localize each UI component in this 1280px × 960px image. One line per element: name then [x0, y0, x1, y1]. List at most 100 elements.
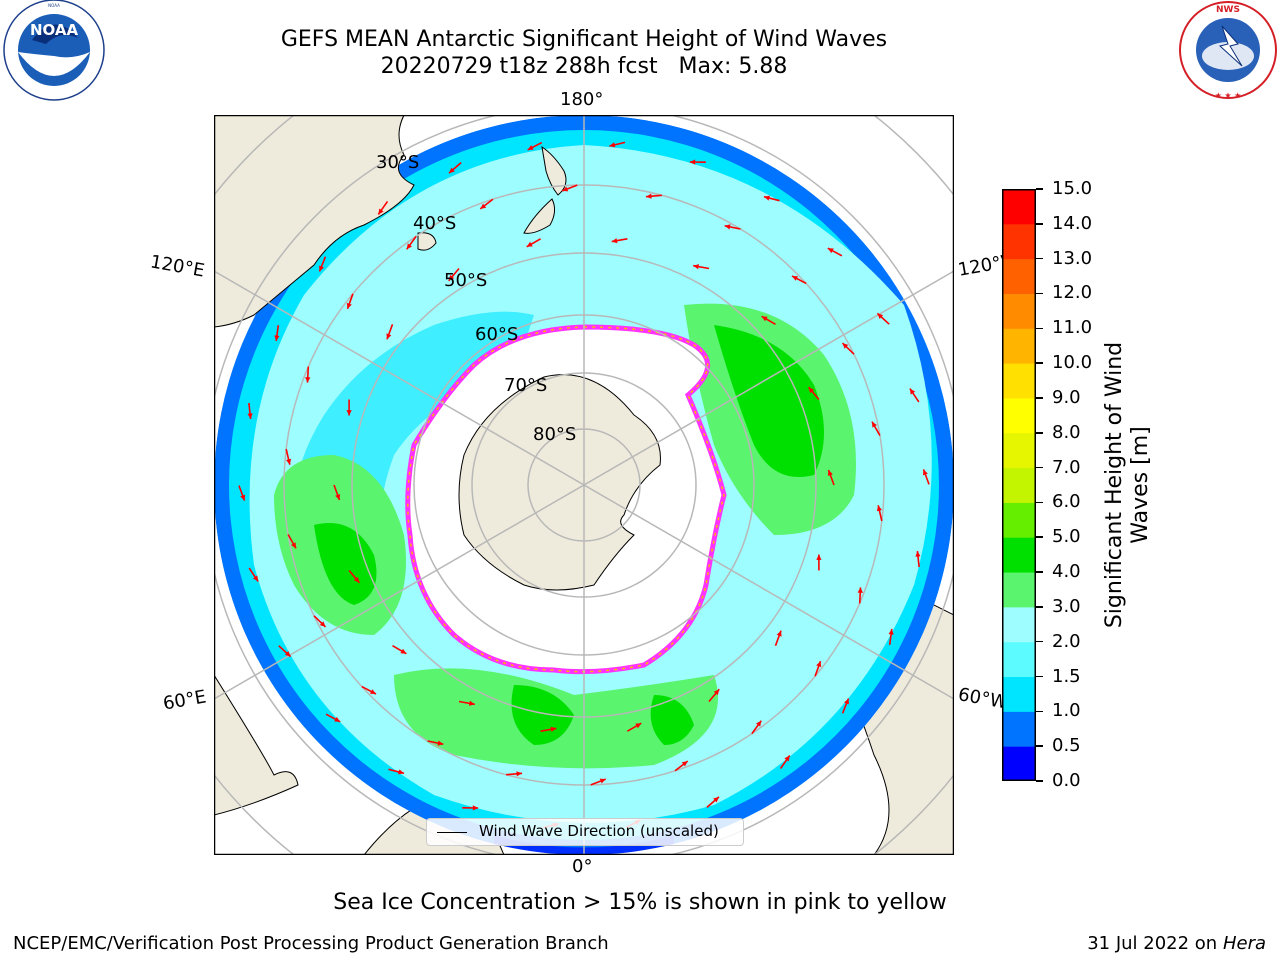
- colorbar-tick-mark: [1036, 397, 1043, 399]
- colorbar-tick-mark: [1036, 780, 1043, 782]
- wind-wave-arrow-head: [319, 621, 326, 627]
- colorbar: [1002, 189, 1036, 781]
- colorbar-segment: [1002, 572, 1036, 608]
- colorbar-label-line-2: Waves [m]: [1128, 426, 1153, 544]
- lon-label-120w: 120°W: [956, 252, 1006, 281]
- colorbar-segment: [1002, 537, 1036, 573]
- wind-wave-arrow-head: [335, 494, 341, 500]
- wind-wave-arrow-head: [681, 761, 688, 767]
- lat-label-80s: 80°S: [533, 424, 577, 445]
- colorbar-label: Significant Height of Wind Waves [m]: [1102, 245, 1154, 725]
- colorbar-segment: [1002, 467, 1036, 503]
- wind-wave-arrow-head: [635, 723, 642, 729]
- wind-wave-arrow-head: [527, 145, 534, 150]
- colorbar-tick-label: 1.5: [1052, 665, 1081, 687]
- colorbar-segment: [1002, 328, 1036, 364]
- wind-wave-arrow-head: [888, 629, 894, 635]
- colorbar-tick-label: 7.0: [1052, 456, 1081, 478]
- wind-wave-arrow-head: [842, 343, 849, 349]
- wind-wave-arrow-head: [724, 224, 731, 230]
- wind-wave-arrow-head: [526, 241, 533, 247]
- wind-wave-arrow-head: [922, 469, 928, 476]
- colorbar-segment: [1002, 258, 1036, 294]
- wind-wave-arrow-head: [646, 193, 652, 199]
- colorbar-segment: [1002, 746, 1036, 781]
- colorbar-segment: [1002, 432, 1036, 469]
- colorbar-tick-mark: [1036, 536, 1043, 538]
- wind-wave-arrow-head: [713, 796, 719, 803]
- colorbar-label-line-1: Significant Height of Wind: [1102, 341, 1127, 629]
- colorbar-tick-label: 12.0: [1052, 282, 1093, 304]
- colorbar-tick-label: 4.0: [1052, 561, 1081, 583]
- lon-label-0: 0°: [572, 856, 593, 877]
- lat-label-60s: 60°S: [475, 324, 519, 345]
- wind-wave-arrow-head: [274, 335, 280, 341]
- wind-wave-arrow-head: [877, 313, 884, 319]
- footer-date: 31 Jul 2022 on Hera: [1087, 933, 1266, 954]
- title-line-1: GEFS MEAN Antarctic Significant Height o…: [280, 27, 888, 52]
- wind-wave-arrow-head: [516, 771, 522, 777]
- islands: [214, 115, 567, 328]
- colorbar-tick-label: 2.0: [1052, 630, 1081, 652]
- colorbar-tick-label: 9.0: [1052, 386, 1081, 408]
- wind-wave-arrow-head: [353, 576, 360, 583]
- colorbar-tick-mark: [1036, 675, 1043, 678]
- colorbar-tick-mark: [1036, 745, 1043, 747]
- graticule: [214, 115, 954, 855]
- wind-wave-arrow-head: [437, 740, 444, 746]
- wind-wave-arrow-head: [609, 142, 616, 148]
- wind-wave-arrow-head: [284, 651, 291, 657]
- colorbar-segment: [1002, 189, 1036, 225]
- noaa-logo-text: NOAA: [30, 21, 79, 39]
- colorbar-segment: [1002, 711, 1036, 747]
- lat-label-70s: 70°S: [504, 375, 548, 396]
- wind-wave-arrow-head: [756, 720, 762, 727]
- lon-label-120e: 120°E: [148, 251, 207, 282]
- colorbar-tick-mark: [1036, 292, 1043, 295]
- colorbar-tick-label: 1.0: [1052, 700, 1081, 722]
- wind-wave-arrow-head: [693, 264, 699, 270]
- colorbar-tick-label: 13.0: [1052, 247, 1093, 269]
- lat-label-50s: 50°S: [444, 270, 488, 291]
- lon-label-180: 180°: [560, 89, 604, 110]
- wind-wave-arrow-head: [406, 243, 412, 250]
- colorbar-tick-label: 6.0: [1052, 491, 1081, 513]
- wind-wave-arrow-head: [713, 689, 720, 696]
- colorbar-tick-mark: [1036, 640, 1043, 643]
- wind-wave-arrow-head: [334, 716, 341, 722]
- colorbar-tick-mark: [1036, 710, 1043, 713]
- svg-text:★ ★ ★: ★ ★ ★: [1215, 91, 1242, 100]
- colorbar-tick-label: 15.0: [1052, 178, 1093, 199]
- wind-wave-arrow-head: [857, 587, 863, 593]
- colorbar-tick-mark: [1036, 571, 1043, 573]
- wind-wave-arrow-head: [370, 689, 376, 694]
- wind-wave-arrow-head: [449, 167, 455, 174]
- colorbar-tick-label: 0.5: [1052, 735, 1081, 757]
- noaa-logo: NOAA NOAA: [2, 0, 106, 104]
- wind-wave-arrow-head: [915, 551, 921, 557]
- polar-map: [214, 115, 954, 855]
- colorbar-tick-mark: [1036, 501, 1043, 504]
- colorbar-tick-label: 14.0: [1052, 212, 1093, 234]
- wind-wave-arrow-head: [764, 195, 770, 201]
- wind-wave-arrow-head: [611, 238, 618, 244]
- wind-wave-arrows: [238, 141, 930, 829]
- footer-branch: NCEP/EMC/Verification Post Processing Pr…: [13, 933, 609, 954]
- svg-text:NOAA: NOAA: [48, 3, 60, 8]
- colorbar-segment: [1002, 606, 1036, 643]
- wind-wave-arrow-head: [808, 387, 815, 394]
- wind-wave-arrow-head: [346, 302, 352, 309]
- title-line-2: 20220729 t18z 288h fcst Max: 5.88: [380, 54, 788, 79]
- wind-wave-arrow-head: [776, 630, 782, 637]
- lat-label-30s: 30°S: [376, 152, 420, 173]
- wind-wave-arrow-head: [599, 778, 606, 784]
- wind-wave-arrow-head: [305, 377, 311, 383]
- legend-line-sample: [437, 832, 467, 833]
- wind-wave-arrow-head: [319, 265, 324, 272]
- wind-wave-arrow-head: [469, 700, 475, 706]
- wind-wave-arrow-head: [909, 388, 916, 395]
- colorbar-tick-mark: [1036, 466, 1043, 469]
- wind-wave-arrow-head: [398, 769, 404, 775]
- wind-wave-arrow-head: [386, 333, 392, 340]
- wind-wave-arrow-head: [240, 494, 246, 501]
